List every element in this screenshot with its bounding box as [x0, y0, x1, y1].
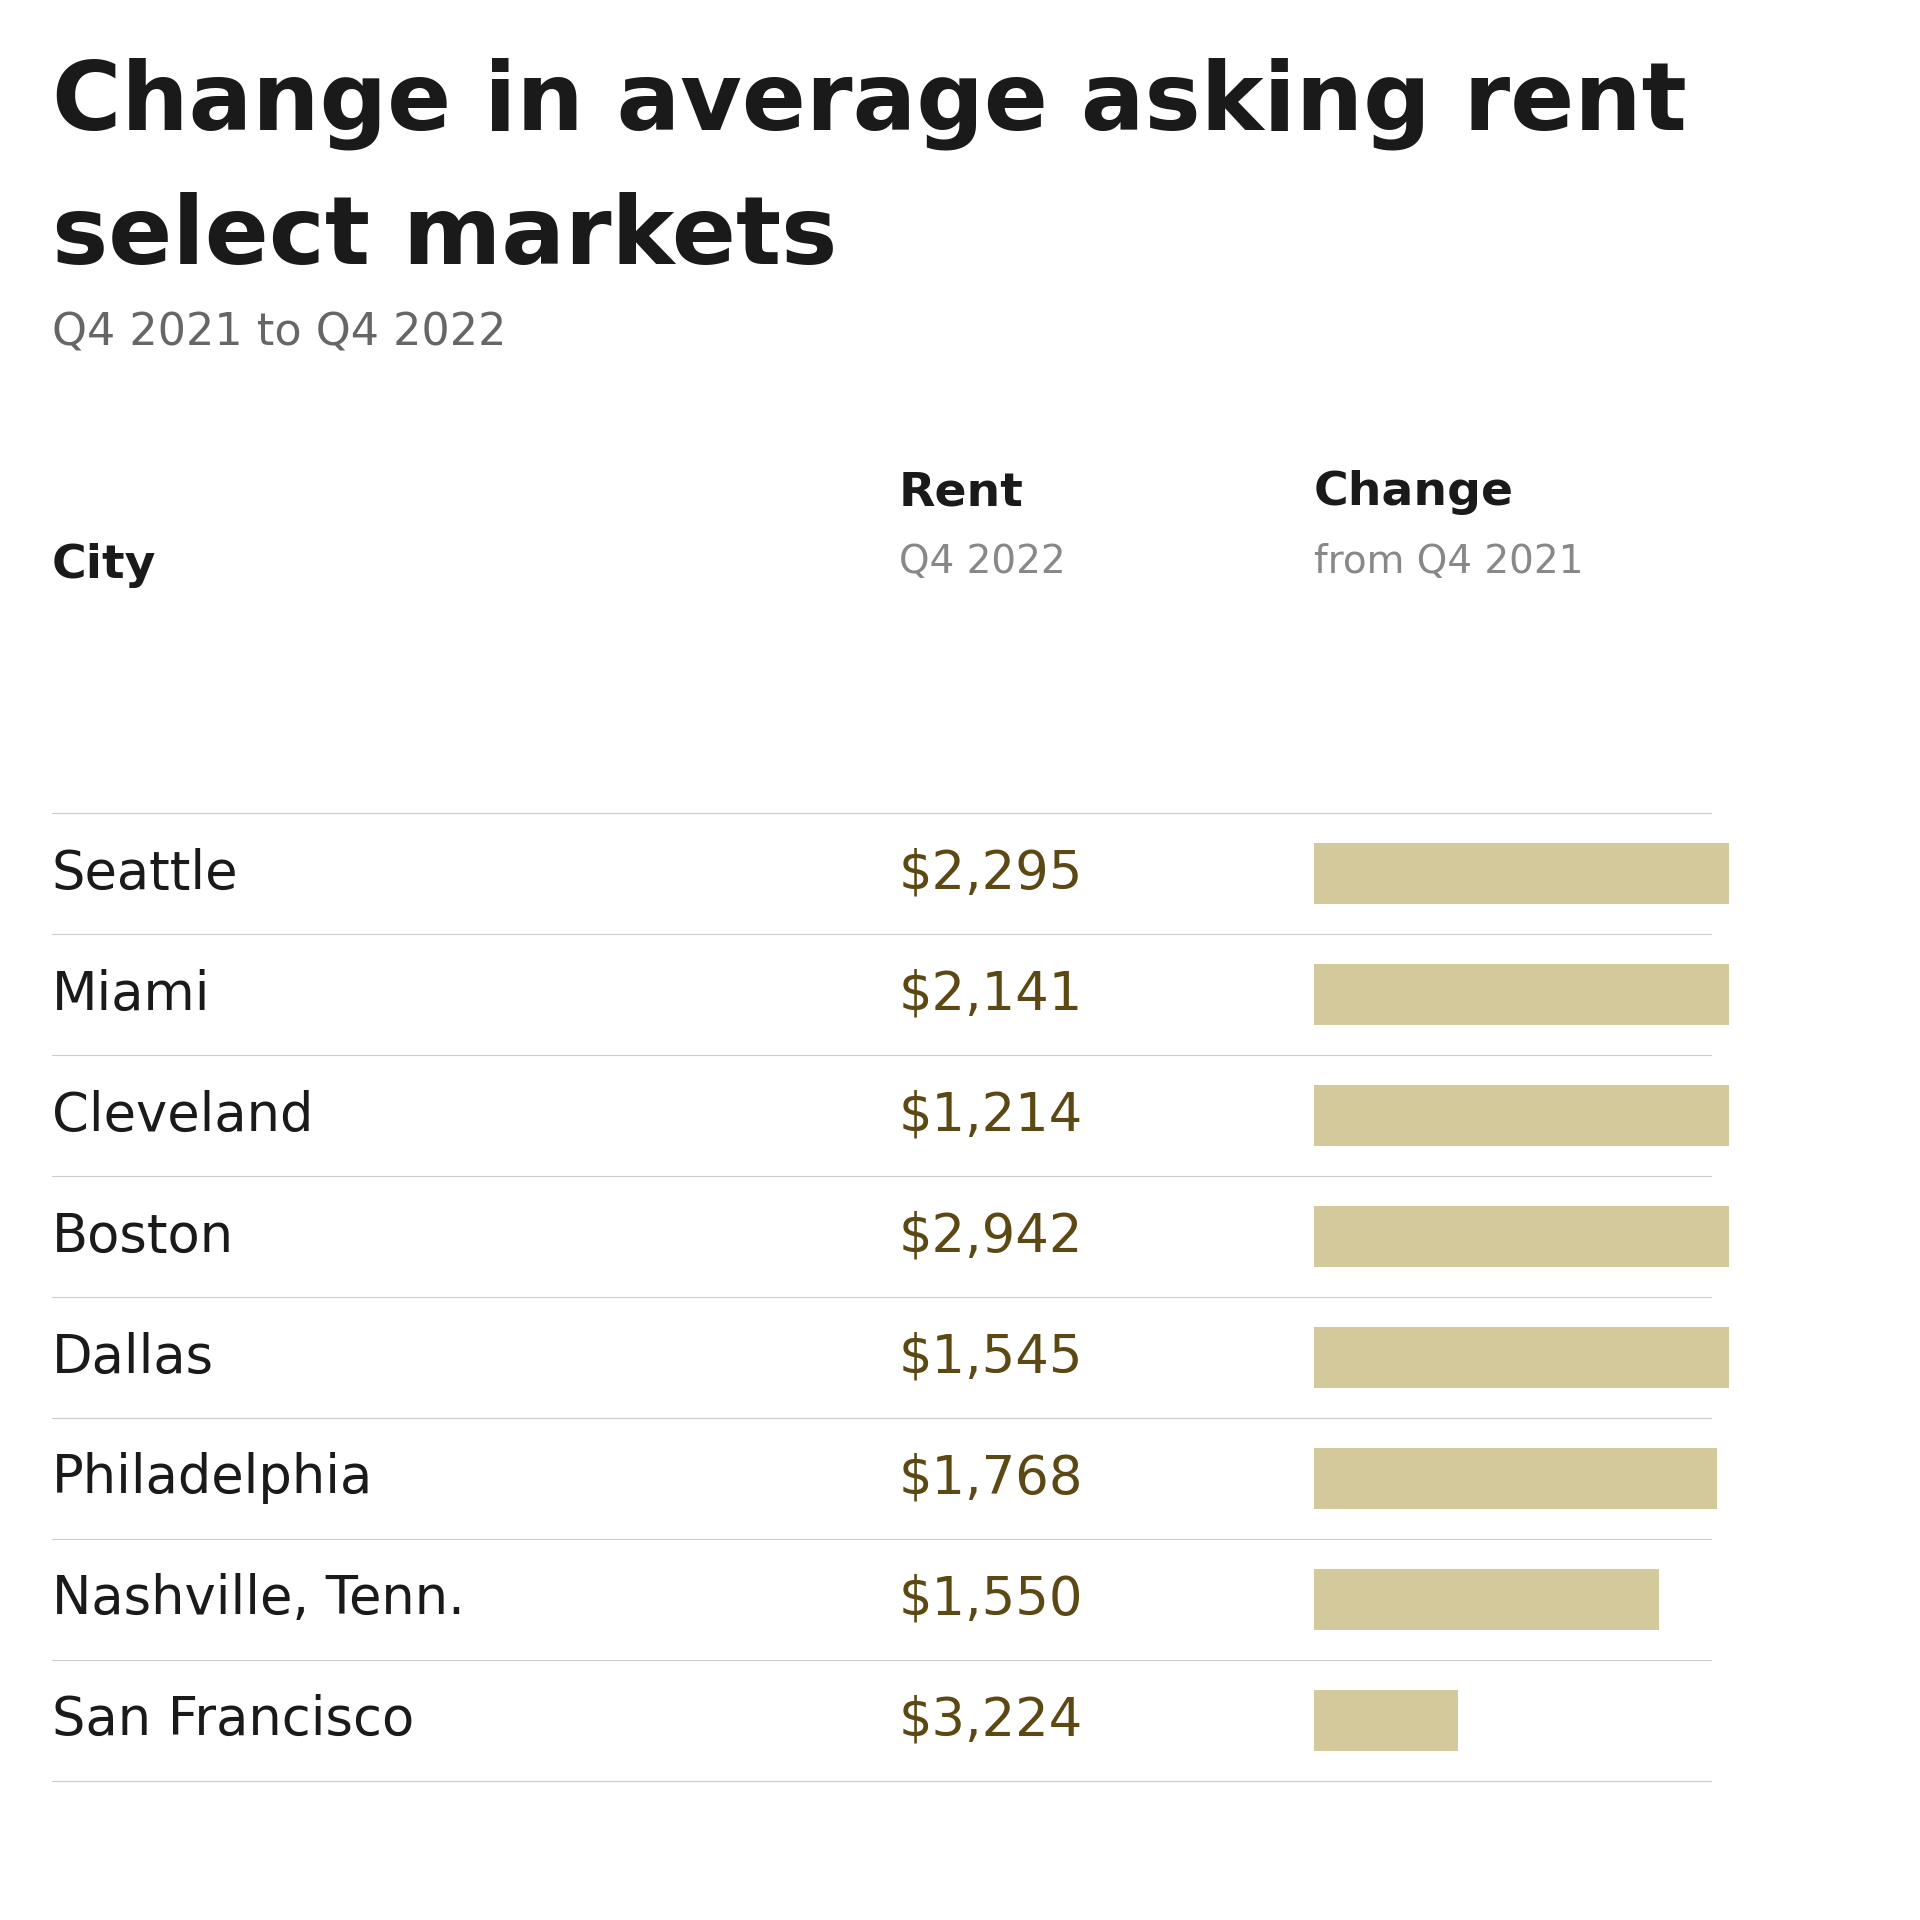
- Text: select markets: select markets: [52, 192, 837, 284]
- FancyBboxPatch shape: [1313, 1206, 1745, 1267]
- Text: $2,942: $2,942: [899, 1210, 1083, 1263]
- FancyBboxPatch shape: [1313, 1327, 1920, 1388]
- Text: from Q4 2021: from Q4 2021: [1313, 543, 1584, 582]
- Text: Q4 2022: Q4 2022: [899, 543, 1066, 582]
- Text: Q4 2021 to Q4 2022: Q4 2021 to Q4 2022: [52, 311, 507, 353]
- Text: $2,141: $2,141: [899, 968, 1083, 1021]
- Text: Boston: Boston: [52, 1210, 234, 1263]
- Text: Cleveland: Cleveland: [52, 1089, 313, 1142]
- Text: $3,224: $3,224: [899, 1693, 1083, 1747]
- Text: San Francisco: San Francisco: [52, 1693, 415, 1747]
- FancyBboxPatch shape: [1313, 1569, 1659, 1630]
- Text: Change: Change: [1313, 470, 1513, 515]
- Text: $1,550: $1,550: [899, 1572, 1083, 1626]
- Text: $1,768: $1,768: [899, 1452, 1083, 1505]
- FancyBboxPatch shape: [1313, 843, 1920, 904]
- FancyBboxPatch shape: [1313, 964, 1889, 1025]
- Text: $1,545: $1,545: [899, 1331, 1083, 1384]
- Text: Philadelphia: Philadelphia: [52, 1452, 372, 1505]
- Text: Change in average asking rent: Change in average asking rent: [52, 58, 1686, 150]
- Text: $1,214: $1,214: [899, 1089, 1083, 1142]
- Text: Miami: Miami: [52, 968, 211, 1021]
- FancyBboxPatch shape: [1313, 1085, 1803, 1146]
- FancyBboxPatch shape: [1313, 1448, 1716, 1509]
- Text: City: City: [52, 543, 156, 588]
- Text: $2,295: $2,295: [899, 847, 1083, 900]
- Text: Seattle: Seattle: [52, 847, 238, 900]
- Text: Rent: Rent: [899, 470, 1023, 515]
- Text: Nashville, Tenn.: Nashville, Tenn.: [52, 1572, 465, 1626]
- Text: Dallas: Dallas: [52, 1331, 213, 1384]
- FancyBboxPatch shape: [1313, 1690, 1457, 1751]
